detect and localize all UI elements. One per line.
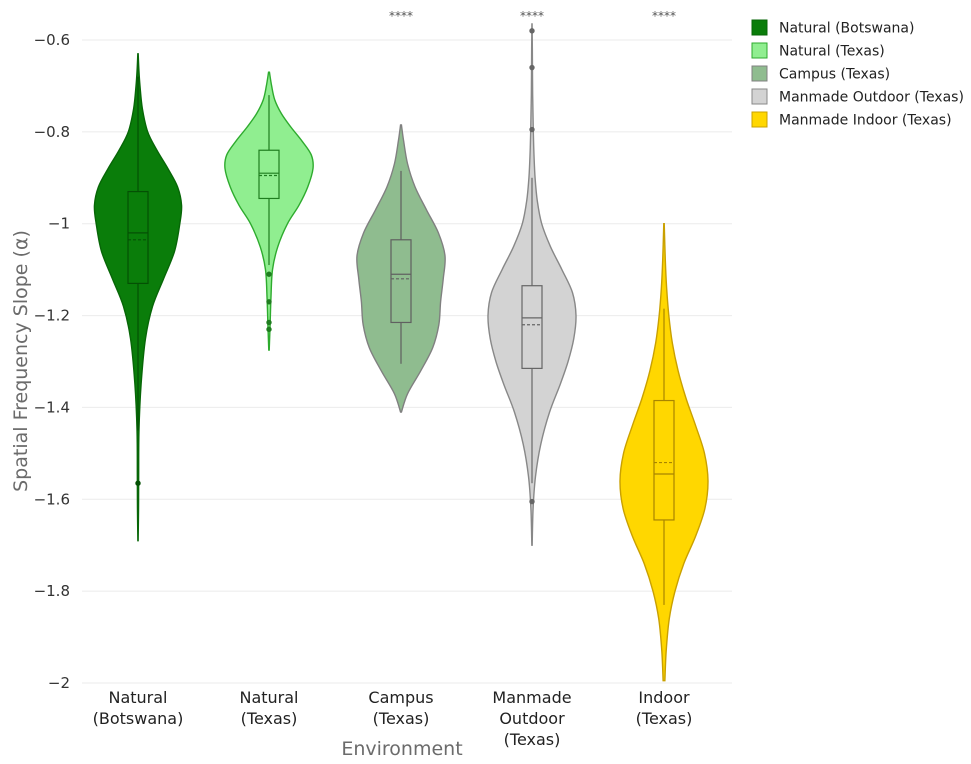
significance-label: ****: [652, 9, 676, 23]
violin-manmade-indoor-texas: [619, 223, 709, 682]
x-category-label-line: Natural: [239, 688, 298, 707]
violin-campus-texas: [356, 124, 446, 413]
iqr-box: [258, 149, 280, 200]
legend-swatch: [751, 42, 768, 59]
x-category-label: Manmade Outdoor (Texas): [492, 688, 571, 749]
x-category-label-line: (Texas): [636, 709, 693, 728]
legend-label: Campus (Texas): [779, 67, 890, 83]
legend-swatch: [751, 65, 768, 82]
y-tick-label: −1.8: [34, 582, 70, 600]
outlier-point: [529, 64, 535, 71]
y-tick-label: −1.4: [34, 398, 70, 416]
legend-item: Manmade Outdoor (Texas): [751, 88, 964, 106]
iqr-box: [653, 399, 675, 521]
y-tick-label: −2: [48, 674, 70, 692]
outlier-point: [266, 271, 272, 277]
significance-label: ****: [389, 9, 413, 23]
legend-label: Natural (Botswana): [779, 21, 914, 37]
violin-body: [619, 223, 709, 682]
y-tick-label: −1.2: [34, 307, 70, 325]
violin-body: [356, 124, 446, 413]
x-category-label: Natural (Botswana): [93, 688, 184, 728]
legend-item: Natural (Botswana): [751, 19, 914, 37]
x-category-label: Campus (Texas): [368, 688, 433, 728]
x-category-label-line: Outdoor: [499, 709, 565, 728]
iqr-box: [521, 285, 543, 369]
legend-item: Campus (Texas): [751, 65, 890, 83]
violin-natural-botswana: [93, 53, 183, 542]
legend: Natural (Botswana) Natural (Texas) Campus …: [751, 19, 964, 129]
outlier-point: [266, 326, 272, 333]
iqr-box: [127, 190, 149, 285]
x-category-label-line: Natural: [108, 688, 167, 707]
y-tick-label: −1.6: [34, 490, 70, 508]
outlier-point: [529, 126, 535, 133]
legend-label: Manmade Indoor (Texas): [779, 113, 952, 129]
legend-swatch: [751, 111, 768, 128]
x-axis-title: Environment: [341, 738, 462, 760]
significance-label: ****: [520, 9, 544, 23]
violin-manmade-outdoor-texas: [487, 23, 577, 546]
y-axis-title: Spatial Frequency Slope (α): [10, 230, 32, 492]
y-axis-ticks: −0.6 −0.8 −1 −1.2 −1.4 −1.6 −1.8 −2: [34, 31, 70, 692]
x-category-label-line: Campus: [368, 688, 433, 707]
x-category-label-line: Indoor: [638, 688, 690, 707]
legend-swatch: [751, 88, 768, 105]
x-category-label-line: (Botswana): [93, 709, 184, 728]
x-category-label: Natural (Texas): [239, 688, 298, 728]
x-axis-category-labels: Natural (Botswana) Natural (Texas) Campus (Te…: [93, 688, 693, 749]
y-tick-label: −0.6: [34, 31, 70, 49]
legend-label: Natural (Texas): [779, 44, 885, 60]
y-tick-label: −0.8: [34, 123, 70, 141]
outlier-point: [266, 319, 272, 326]
violin-natural-texas: [224, 71, 314, 351]
legend-item: Natural (Texas): [751, 42, 885, 60]
legend-label: Manmade Outdoor (Texas): [779, 90, 964, 106]
x-category-label: Indoor (Texas): [636, 688, 693, 728]
significance-labels: **** **** ****: [389, 9, 676, 23]
outlier-point: [266, 299, 272, 305]
y-tick-label: −1: [48, 215, 70, 233]
iqr-box: [390, 239, 412, 324]
x-category-label-line: (Texas): [241, 709, 298, 728]
outlier-point: [529, 28, 535, 34]
x-category-label-line: (Texas): [504, 730, 561, 749]
legend-item: Manmade Indoor (Texas): [751, 111, 952, 129]
outlier-point: [135, 480, 141, 486]
x-category-label-line: Manmade: [492, 688, 571, 707]
legend-swatch: [751, 19, 768, 36]
violins: [93, 23, 709, 682]
outlier-point: [529, 498, 535, 505]
x-category-label-line: (Texas): [373, 709, 430, 728]
